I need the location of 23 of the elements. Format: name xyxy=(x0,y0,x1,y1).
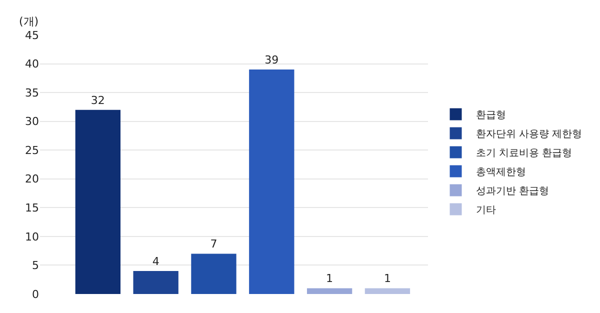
y-tick-label: 20 xyxy=(25,172,39,186)
legend-label: 초기 치료비용 환급형 xyxy=(476,148,572,160)
y-tick-label: 30 xyxy=(25,115,39,128)
y-tick-label: 10 xyxy=(25,230,39,244)
data-label: 1 xyxy=(326,272,334,286)
y-tick-label: 25 xyxy=(25,144,39,157)
data-label: 32 xyxy=(90,94,105,107)
y-tick-label: 0 xyxy=(32,288,39,301)
y-axis-title: (개) xyxy=(19,15,39,28)
data-label: 7 xyxy=(210,238,218,251)
legend-label: 환급형 xyxy=(476,110,506,122)
legend-label: 성과기반 환급형 xyxy=(476,186,549,198)
data-label: 39 xyxy=(264,54,279,67)
y-tick-label: 15 xyxy=(25,202,39,215)
legend-label: 기타 xyxy=(476,205,496,216)
y-tick-label: 5 xyxy=(32,259,39,272)
y-tick-label: 45 xyxy=(25,28,39,42)
legend-label: 총액제한형 xyxy=(476,167,526,178)
y-tick-label: 35 xyxy=(25,86,39,100)
y-tick-label: 40 xyxy=(25,58,39,71)
data-label: 1 xyxy=(384,272,391,286)
data-label: 4 xyxy=(152,254,160,268)
legend-label: 환자단위 사용량 제한형 xyxy=(476,129,582,140)
